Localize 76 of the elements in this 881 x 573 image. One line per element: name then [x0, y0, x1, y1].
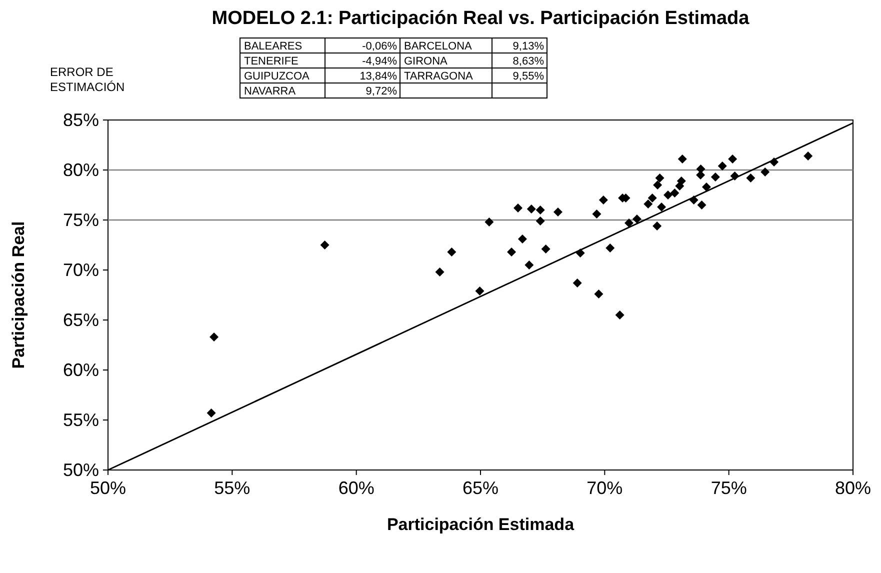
x-tick-label: 50% — [90, 478, 126, 498]
text: TARRAGONA — [404, 70, 474, 82]
point — [652, 222, 662, 230]
point — [592, 210, 602, 218]
point — [678, 154, 687, 164]
point — [655, 174, 664, 182]
point — [657, 202, 666, 212]
point — [632, 214, 642, 224]
point — [615, 310, 624, 320]
point — [644, 200, 653, 208]
point — [524, 260, 534, 270]
y-tick-label: 65% — [62, 310, 99, 330]
point — [320, 240, 330, 250]
y-tick-label: 60% — [62, 360, 99, 380]
point — [526, 204, 536, 214]
point — [553, 208, 562, 216]
point — [624, 218, 634, 228]
text: TENERIFE — [244, 56, 298, 68]
x-axis-title: Participación Estimada — [386, 515, 575, 534]
point — [475, 286, 484, 296]
point — [696, 170, 706, 180]
point — [447, 248, 456, 256]
text: GIRONA — [404, 56, 448, 68]
text: 8,63% — [512, 56, 544, 68]
y-tick-label: 80% — [62, 160, 99, 180]
point — [541, 244, 550, 254]
point — [206, 408, 216, 418]
text: BARCELONA — [404, 40, 473, 52]
point — [536, 206, 545, 214]
point — [598, 196, 608, 204]
point — [702, 182, 711, 192]
point — [210, 332, 219, 342]
x-tick-label: 70% — [586, 478, 623, 498]
point — [594, 290, 604, 298]
point — [514, 204, 522, 212]
text: NAVARRA — [244, 86, 296, 98]
point — [697, 200, 706, 210]
point — [663, 190, 672, 200]
point — [435, 268, 444, 276]
point — [728, 154, 738, 164]
point — [710, 172, 720, 182]
point — [572, 278, 582, 288]
point — [676, 176, 686, 186]
point — [760, 168, 770, 176]
x-tick-label: 65% — [462, 478, 499, 498]
point — [746, 174, 756, 182]
text: BALEARES — [244, 40, 302, 52]
chart-title: MODELO 2.1: Participación Real vs. Participación Estimada — [212, 8, 750, 29]
text: 9,72% — [366, 86, 398, 98]
point — [653, 180, 662, 190]
y-axis-title: Participación Real — [9, 221, 28, 369]
point — [804, 152, 813, 160]
point — [484, 218, 494, 226]
point — [670, 188, 680, 198]
y-tick-label: 55% — [62, 410, 99, 430]
point — [606, 244, 615, 252]
x-tick-label: 55% — [214, 478, 250, 498]
text: 13,84% — [360, 70, 398, 82]
x-tick-label: 80% — [834, 478, 872, 498]
point — [507, 248, 516, 256]
y-tick-label: 85% — [62, 110, 99, 130]
point — [648, 194, 657, 202]
y-tick-label: 70% — [62, 260, 99, 280]
y-tick-label: 75% — [62, 210, 99, 230]
point — [518, 234, 527, 244]
text: ERROR DE ESTIMACIÓN — [50, 65, 125, 94]
point — [718, 162, 727, 170]
text: GUIPUZCOA — [244, 70, 310, 82]
x-tick-label: 60% — [338, 478, 374, 498]
text: 9,55% — [512, 70, 544, 82]
point — [536, 216, 545, 226]
text: -4,94% — [362, 56, 398, 68]
y-tick-label: 50% — [62, 460, 99, 480]
text: 9,13% — [512, 40, 544, 52]
x-tick-label: 75% — [710, 478, 747, 498]
text: -0,06% — [362, 40, 398, 52]
